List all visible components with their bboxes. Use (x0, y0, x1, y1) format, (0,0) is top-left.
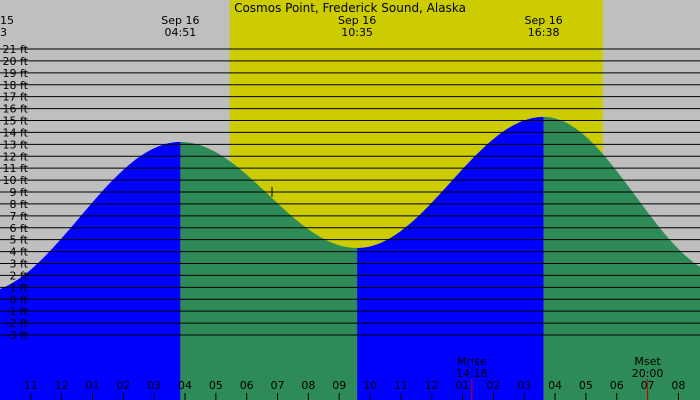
y-tick-label: 10 ft (3, 174, 29, 187)
tide-extreme-date: Sep 16 (161, 14, 199, 27)
y-tick-label: 15 ft (3, 115, 29, 128)
tide-extreme-date: Sep 16 (525, 14, 563, 27)
x-tick-label: 06 (240, 379, 254, 392)
y-tick-label: 16 ft (3, 103, 29, 116)
x-tick-label: 02 (116, 379, 130, 392)
y-tick-label: -1 ft (6, 305, 29, 318)
rising-tide-area (357, 116, 544, 400)
y-tick-label: 14 ft (3, 126, 29, 139)
chart-title: Cosmos Point, Frederick Sound, Alaska (234, 1, 466, 15)
tide-extreme-date: Sep 16 (338, 14, 376, 27)
y-tick-label: 20 ft (3, 55, 29, 68)
moon-event-time: 14:18 (456, 367, 488, 380)
x-tick-label: 12 (55, 379, 69, 392)
y-tick-label: 9 ft (10, 186, 29, 199)
tide-extreme-time: 16:38 (528, 26, 560, 39)
y-tick-label: 13 ft (3, 138, 29, 151)
x-tick-label: 06 (610, 379, 624, 392)
falling-tide-area (543, 116, 700, 400)
y-tick-label: 5 ft (10, 234, 29, 247)
y-tick-label: 8 ft (10, 198, 29, 211)
x-tick-label: 10 (363, 379, 377, 392)
x-tick-label: 02 (486, 379, 500, 392)
x-tick-label: 11 (394, 379, 408, 392)
x-tick-label: 11 (24, 379, 38, 392)
x-tick-label: 07 (271, 379, 285, 392)
y-tick-label: 3 ft (10, 258, 29, 271)
moon-event-name: Mset (634, 355, 661, 368)
y-tick-label: -2 ft (6, 317, 29, 330)
x-tick-label: 09 (332, 379, 346, 392)
x-tick-label: 04 (178, 379, 192, 392)
prev-extreme-time: 3 (0, 26, 7, 39)
x-tick-label: 12 (425, 379, 439, 392)
y-tick-label: -3 ft (6, 329, 29, 342)
x-tick-label: 08 (301, 379, 315, 392)
y-tick-label: 19 ft (3, 67, 29, 80)
moon-event-time: 20:00 (632, 367, 664, 380)
y-tick-label: 1 ft (10, 281, 29, 294)
y-tick-label: 11 ft (3, 162, 29, 175)
tide-extreme-time: 04:51 (165, 26, 197, 39)
y-tick-label: 7 ft (10, 210, 29, 223)
prev-extreme-date: 15 (0, 14, 14, 27)
y-tick-label: 21 ft (3, 43, 29, 56)
y-tick-label: 17 ft (3, 91, 29, 104)
x-tick-label: 05 (579, 379, 593, 392)
x-tick-label: 05 (209, 379, 223, 392)
x-tick-label: 03 (147, 379, 161, 392)
x-tick-label: 04 (548, 379, 562, 392)
x-tick-label: 01 (86, 379, 100, 392)
y-tick-label: 4 ft (10, 246, 29, 259)
y-tick-label: 18 ft (3, 79, 29, 92)
y-tick-label: 12 ft (3, 150, 29, 163)
y-tick-label: 0 ft (10, 293, 29, 306)
x-tick-label: 01 (456, 379, 470, 392)
moon-event-name: Mrise (457, 355, 487, 368)
y-tick-label: 6 ft (10, 222, 29, 235)
tide-extreme-time: 10:35 (341, 26, 373, 39)
y-tick-label: 2 ft (10, 269, 29, 282)
x-tick-label: 08 (671, 379, 685, 392)
x-tick-label: 03 (517, 379, 531, 392)
